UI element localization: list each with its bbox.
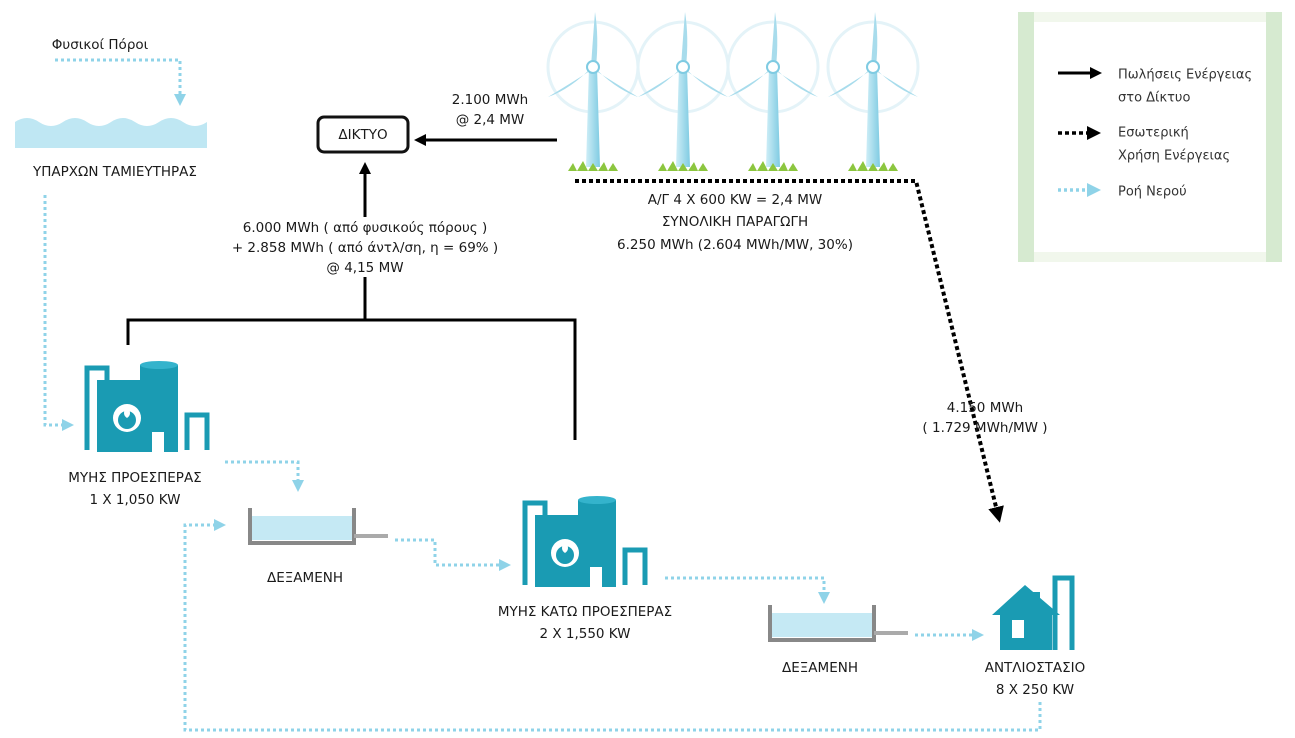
flow-label: ( 1.729 MWh/MW ) [922,420,1047,436]
legend-bracket [1266,12,1282,262]
legend-bracket [1018,12,1034,262]
grid-box [316,115,410,154]
flow-label: + 2.858 MWh ( από άντλ/ση, η = 69% ) [232,240,498,256]
energy-sale [126,318,577,440]
node-label: ΜΥΗΣ ΠΡΟΕΣΠΕΡΑΣ [68,470,201,486]
flow-label: @ 4,15 MW [326,260,403,276]
tank [248,506,390,545]
legend-label: Χρήση Ενέργειας [1118,149,1230,164]
wind-turbine [636,10,730,173]
label-bg [215,217,515,277]
node-label: ΑΝΤΛΙΟΣΤΑΣΙΟ [985,660,1086,676]
reservoir [15,118,207,148]
node-label: 1 Χ 1,050 KW [89,492,180,508]
flow-label: @ 2,4 MW [456,112,525,128]
water-flow [395,538,511,571]
wind-turbine [726,10,820,173]
legend-label: Ροή Νερού [1118,185,1187,200]
wind-turbine [546,10,640,173]
hydro-plant [525,496,645,587]
node-label: Α/Γ 4 Χ 600 KW = 2,4 MW [648,192,822,208]
water-flow [55,58,186,106]
node-label: ΥΠΑΡΧΩΝ ΤΑΜΙΕΥΤΗΡΑΣ [32,164,197,180]
internal-energy [575,179,1004,523]
node-label: ΣΥΝΟΛΙΚΗ ΠΑΡΑΓΩΓΗ [662,214,808,230]
water-flow [183,519,1042,732]
flow-label: 4.150 MWh [947,400,1024,416]
water-flow [665,576,830,604]
flow-label: Φυσικοί Πόροι [52,37,149,53]
legend-label: Πωλήσεις Ενέργειας [1118,68,1252,83]
flow-label: 2.100 MWh [452,92,529,108]
water-flow [225,460,304,492]
hydro-plant [87,361,207,452]
node-label: ΜΥΗΣ ΚΑΤΩ ΠΡΟΕΣΠΕΡΑΣ [498,604,672,620]
node-label: 2 Χ 1,550 KW [539,626,630,642]
node-label: ΔΕΞΑΜΕΝΗ [267,570,343,586]
legend-label: Εσωτερική [1118,126,1189,141]
water-flow [43,195,74,431]
node-label: 8 Χ 250 KW [996,682,1074,698]
wind-turbine [826,10,920,173]
flow-label: 6.000 MWh ( από φυσικούς πόρους ) [243,220,488,236]
pump-station [992,575,1075,650]
node-label: ΔΙΚΤΥΟ [338,127,387,143]
legend-inner [1034,22,1266,252]
node-label: 6.250 MWh (2.604 MWh/MW, 30%) [617,237,853,253]
tank [768,603,910,642]
legend-label: στο Δίκτυο [1118,91,1190,106]
node-label: ΔΕΞΑΜΕΝΗ [782,660,858,676]
